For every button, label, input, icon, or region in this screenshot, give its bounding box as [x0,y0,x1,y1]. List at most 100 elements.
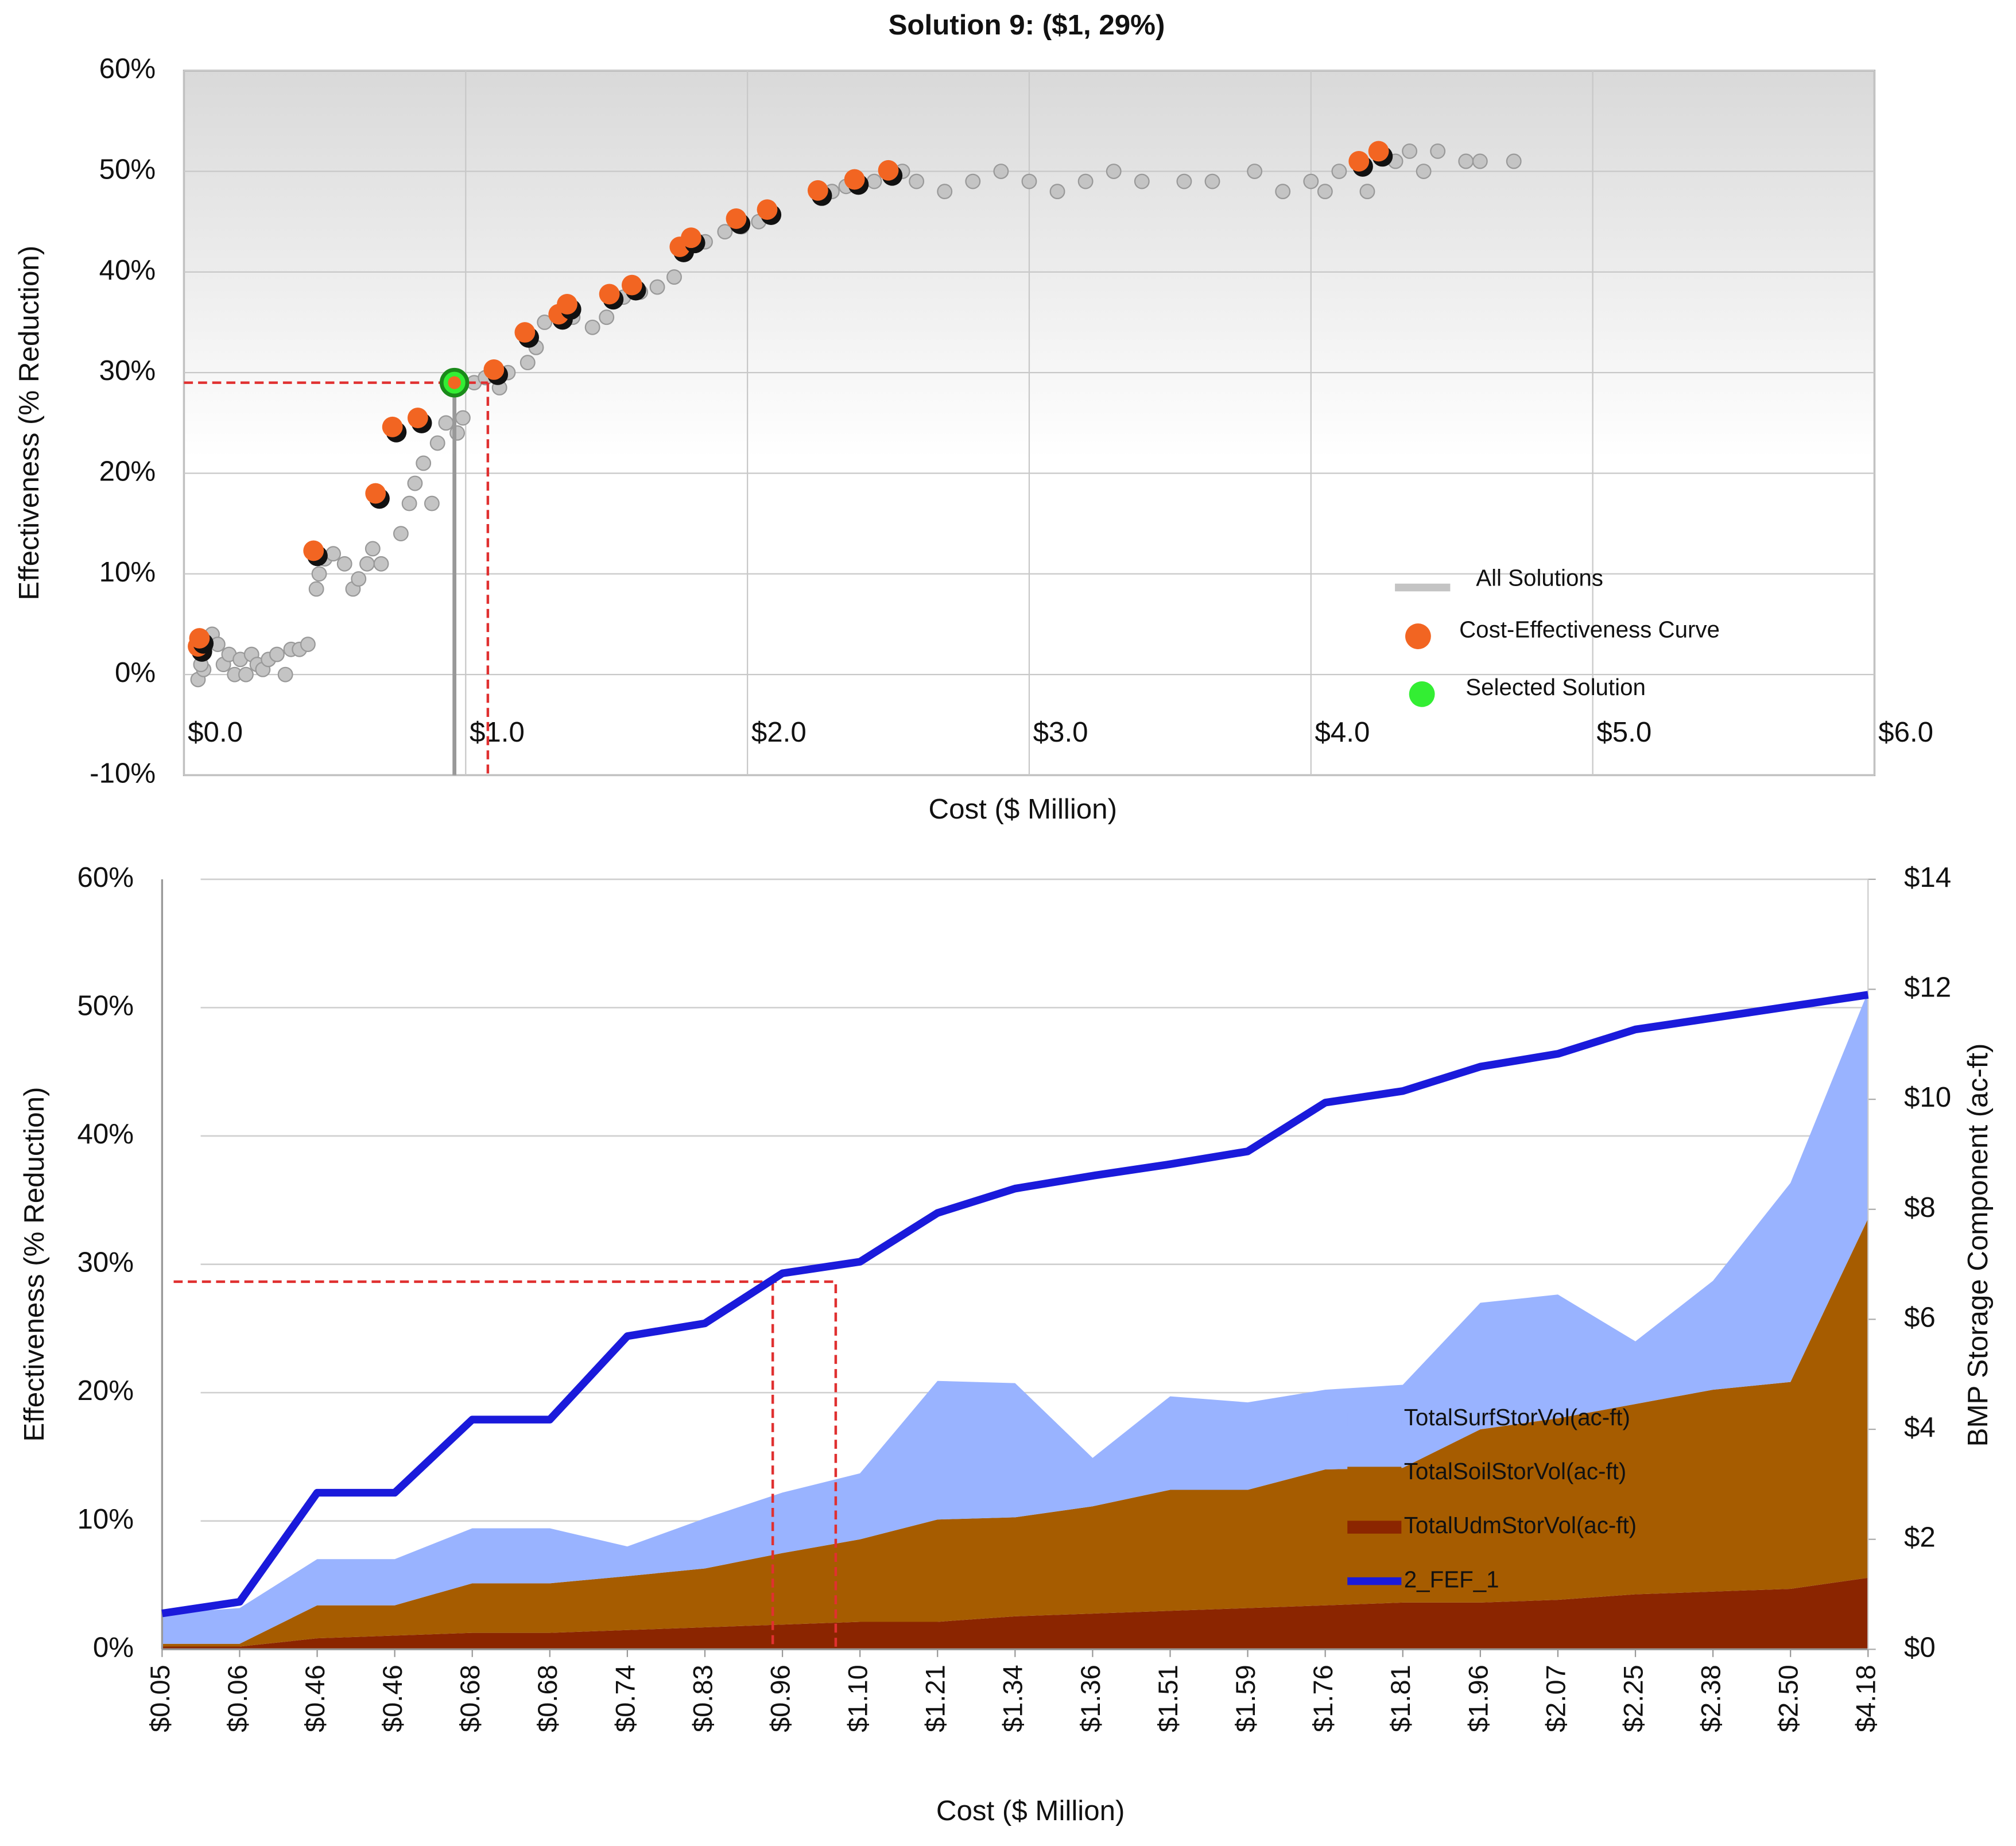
y2-tick-label: $12 [1904,972,1951,1003]
y-axis-label: Effectiveness (% Reduction) [13,246,45,600]
marker [407,475,423,491]
y2-tick-label: $10 [1904,1081,1951,1113]
marker [1331,164,1347,179]
marker [1359,184,1375,200]
marker [1134,173,1150,189]
x-tick-label: $1.21 [920,1665,951,1732]
x-tick-label: $1.36 [1075,1665,1106,1732]
legend-label: Cost-Effectiveness Curve [1459,616,1720,642]
line [161,991,1869,1618]
x-tick-label: $2.25 [1618,1665,1648,1732]
marker [726,208,747,229]
x-tick-label: $0.74 [610,1665,640,1732]
marker [1317,184,1333,200]
marker [300,637,316,652]
marker [359,556,375,572]
marker [277,666,293,682]
x-tick-label: $0.46 [377,1665,408,1732]
x-tick-label: $0.96 [765,1665,795,1732]
y-tick-label: 60% [77,862,134,893]
marker [311,566,327,582]
y-tick-label: 50% [77,990,134,1021]
marker [303,540,324,561]
legend-swatch [1347,1413,1402,1426]
marker [557,294,577,315]
x-tick-label: $1.96 [1463,1665,1493,1732]
marker [1506,153,1522,169]
x-tick-label: $4.0 [1315,716,1370,748]
x-tick-label: $4.18 [1851,1665,1881,1732]
x-tick-label: $0.05 [145,1665,175,1732]
marker [937,184,953,200]
selection-guide [173,1280,838,1650]
marker [382,416,403,437]
marker [483,359,505,380]
marker [681,227,701,249]
y-tick-label: 50% [99,154,156,185]
legend-swatch [1409,681,1435,707]
area [162,991,1868,1644]
marker [401,495,417,511]
y2-tick-label: $2 [1904,1522,1936,1553]
marker [1176,173,1192,189]
marker [599,309,615,325]
x-tick-label: $1.0 [470,716,525,748]
x-tick-label: $1.81 [1385,1665,1416,1732]
marker [666,269,682,285]
x-tick-label: $2.38 [1696,1665,1726,1732]
legend-label: All Solutions [1476,565,1603,591]
marker [1049,184,1065,200]
y-tick-label: 10% [77,1503,134,1535]
x-tick-label: $1.51 [1153,1665,1183,1732]
y2-tick-label: $8 [1904,1192,1936,1223]
marker [1077,173,1094,189]
x-tick-label: $3.0 [1033,716,1088,748]
legend-swatch [1405,623,1431,649]
marker [365,541,381,557]
x-tick-label: $2.50 [1773,1665,1804,1732]
x-tick-label: $6.0 [1878,716,1933,748]
y-tick-label: 20% [99,455,156,487]
y2-axis-label: BMP Storage Component (ac-ft) [1962,1044,1994,1447]
marker [351,571,367,587]
x-tick-label: $2.07 [1540,1665,1571,1732]
marker [416,455,432,471]
x-tick-label: $2.0 [751,716,807,748]
x-tick-label: $0.83 [687,1665,718,1732]
marker [993,164,1009,179]
x-tick-label: $0.68 [455,1665,485,1732]
marker [866,173,882,189]
y2-tick-label: $0 [1904,1631,1936,1663]
y-tick-label: 30% [99,355,156,386]
marker [373,556,389,572]
chart-title: Solution 9: ($1, 29%) [889,9,1165,41]
marker [449,425,465,441]
marker [965,173,981,189]
marker [649,279,665,295]
area [162,1219,1868,1647]
marker [514,322,536,343]
marker [429,435,445,451]
marker [325,546,342,562]
x-tick-label: $0.06 [222,1665,253,1732]
y-tick-label: 0% [115,657,156,688]
marker [1368,141,1389,162]
marker [438,415,454,431]
marker [1402,143,1418,159]
marker [1106,164,1122,179]
marker [393,526,409,542]
x-axis-label: Cost ($ Million) [936,1795,1125,1826]
x-tick-label: $0.68 [532,1665,563,1732]
marker [717,224,733,240]
y-tick-label: -10% [90,757,156,789]
marker [599,284,620,305]
y-tick-label: 40% [77,1118,134,1150]
marker [1303,173,1319,189]
legend-label: TotalUdmStorVol(ac-ft) [1404,1513,1637,1538]
legend-label: TotalSurfStorVol(ac-ft) [1404,1405,1630,1430]
marker [807,180,828,201]
marker [757,199,778,220]
marker [1021,173,1037,189]
